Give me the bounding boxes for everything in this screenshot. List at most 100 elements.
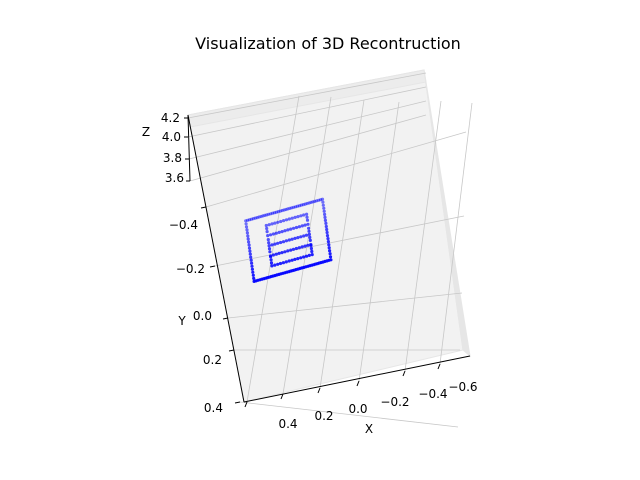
data-point (273, 221, 277, 225)
data-point (280, 251, 284, 255)
data-point (323, 212, 327, 216)
data-point (247, 243, 251, 247)
data-point (290, 216, 294, 220)
data-point (309, 246, 313, 251)
x-tick-mark (437, 363, 441, 370)
z-axis-label: Z (142, 125, 150, 139)
data-point (303, 223, 307, 227)
x-tick-label: 0.0 (348, 402, 367, 416)
data-point (308, 238, 312, 242)
x-tick-mark (244, 401, 248, 408)
data-point (282, 219, 286, 223)
data-point (304, 233, 309, 237)
x-tick-mark (402, 370, 406, 377)
data-point (286, 249, 290, 253)
data-point (294, 246, 298, 251)
data-point (247, 240, 251, 244)
x-tick-label: 0.2 (314, 409, 333, 423)
data-point (284, 218, 289, 222)
tick-labels: 0.40.2 0.0 −0.2−0.4 −0.6−0.4−0.20.00.20.43.… (161, 111, 478, 431)
data-point (289, 227, 293, 231)
data-point (280, 230, 284, 234)
data-point (325, 230, 329, 235)
data-point (284, 239, 288, 243)
data-point (328, 249, 332, 253)
data-point (267, 241, 271, 245)
data-point (306, 222, 310, 226)
data-point (300, 224, 304, 228)
y-tick-label: 0.0 (193, 309, 212, 323)
z-tick-label: 3.8 (163, 151, 182, 165)
data-point (269, 258, 273, 262)
data-point (307, 226, 311, 230)
data-point (276, 220, 280, 224)
y-tick-label: 0.4 (204, 401, 223, 415)
data-point (299, 256, 303, 260)
data-point (325, 234, 330, 238)
data-point (284, 260, 288, 264)
data-point (274, 252, 278, 256)
z-gridline (189, 114, 427, 182)
data-point (248, 249, 252, 253)
data-point (326, 237, 330, 241)
y-tick-mark (228, 349, 235, 352)
data-point (324, 224, 328, 229)
x-tick-mark (317, 387, 321, 394)
data-point (310, 253, 314, 257)
scatter-points (244, 197, 333, 283)
x-tick-label: −0.6 (448, 380, 477, 394)
data-point (286, 228, 290, 232)
x-tick-label: −0.4 (418, 387, 447, 401)
x-gridline (358, 101, 400, 382)
data-point (299, 235, 303, 239)
x-gridline (246, 95, 300, 403)
y-tick-mark (200, 206, 207, 209)
data-point (328, 252, 332, 256)
data-point (329, 258, 333, 262)
x-tick-mark (280, 393, 284, 400)
data-point (307, 253, 311, 257)
z-axis-line (187, 114, 191, 182)
data-point (279, 219, 283, 224)
data-point (268, 250, 272, 254)
y-gridline (214, 215, 465, 267)
data-point (266, 238, 270, 242)
x-axis-line (243, 355, 471, 403)
x-tick-label: −0.2 (380, 395, 409, 409)
data-point (249, 255, 253, 259)
data-point (320, 197, 325, 201)
data-point (310, 249, 314, 254)
data-point (250, 264, 254, 268)
x-tick-mark (356, 380, 360, 387)
data-point (322, 209, 326, 213)
data-point (244, 222, 248, 226)
y-gridline (205, 131, 467, 208)
data-point (308, 235, 312, 239)
data-point (287, 217, 291, 221)
data-point (293, 257, 297, 261)
data-point (273, 242, 277, 246)
data-point (292, 226, 296, 230)
x-gridline (404, 100, 442, 372)
data-point (293, 215, 297, 219)
data-point (244, 225, 249, 229)
data-point (247, 246, 252, 250)
data-point (250, 267, 254, 271)
data-point (302, 213, 306, 217)
data-point (281, 240, 286, 244)
data-point (291, 247, 296, 251)
data-point (304, 254, 309, 258)
data-point (251, 273, 255, 277)
data-point (321, 200, 325, 204)
y-axis-line (187, 114, 245, 403)
z-gridline (187, 86, 427, 138)
data-point (245, 231, 249, 235)
data-point (302, 255, 306, 259)
data-point (277, 230, 281, 234)
data-point (249, 258, 253, 262)
data-point (250, 261, 254, 265)
y-gridline (239, 401, 459, 428)
z-tick-label: 4.0 (162, 130, 181, 144)
data-point (271, 253, 275, 257)
data-point (297, 246, 301, 250)
